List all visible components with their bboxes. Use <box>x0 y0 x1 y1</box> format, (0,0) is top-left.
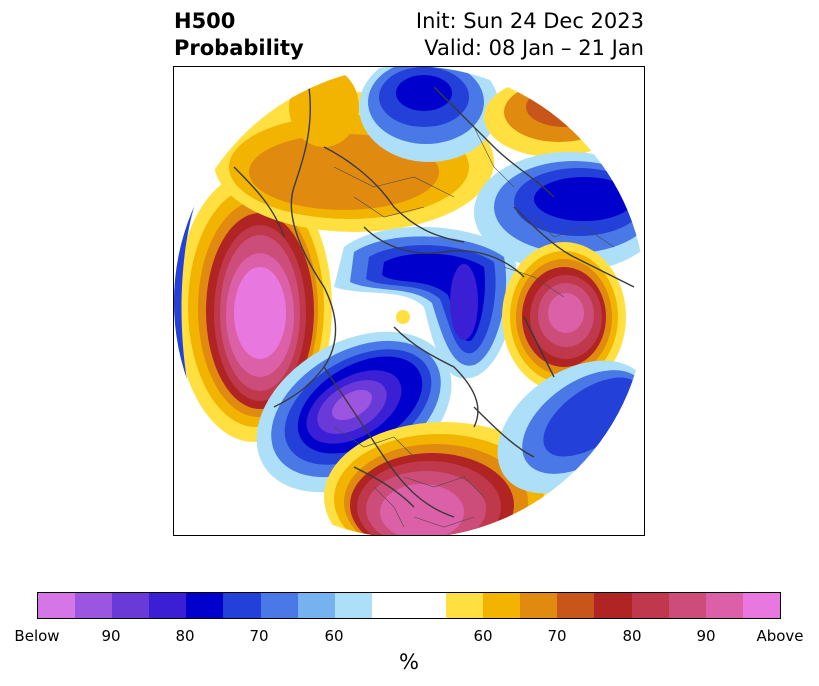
init-date: Init: Sun 24 Dec 2023 <box>415 9 644 33</box>
colorbar-swatch <box>297 593 335 618</box>
colorbar-tick-label: 90 <box>101 627 121 645</box>
map-title: H500 Probability <box>174 8 304 62</box>
colorbar-swatch <box>594 593 632 618</box>
title-line-variable: H500 <box>174 9 236 33</box>
colorbar-swatch <box>408 593 447 618</box>
colorbar-swatch <box>371 593 409 618</box>
coastlines <box>233 86 635 518</box>
anomaly-low-east <box>474 152 644 272</box>
colorbar-swatch <box>38 593 76 618</box>
colorbar-swatch <box>149 593 187 618</box>
colorbar-tick-label: 70 <box>249 627 269 645</box>
colorbar-swatch <box>557 593 595 618</box>
colorbar-swatch <box>520 593 558 618</box>
colorbar-swatch <box>186 593 224 618</box>
anomaly-small-high <box>396 310 410 324</box>
anomaly-high-northeast <box>484 77 624 157</box>
colorbar-swatch <box>446 593 484 618</box>
colorbar-tick-label: 80 <box>175 627 195 645</box>
colorbar-swatch <box>112 593 150 618</box>
valid-range: Valid: 08 Jan – 21 Jan <box>424 36 644 60</box>
anomaly-low-north <box>359 67 499 162</box>
probability-colorbar <box>37 592 781 619</box>
colorbar-unit: % <box>399 650 419 674</box>
colorbar-tick-label: 70 <box>547 627 567 645</box>
colorbar-swatch <box>631 593 669 618</box>
anomaly-map-svg <box>174 67 644 535</box>
colorbar-tick-label: Above <box>756 627 804 645</box>
colorbar-swatch <box>260 593 298 618</box>
colorbar-tick-label: 80 <box>622 627 642 645</box>
anomaly-high-europe <box>502 242 626 392</box>
polar-map <box>173 66 645 536</box>
colorbar-tick-label: Below <box>14 627 60 645</box>
colorbar-swatch <box>334 593 372 618</box>
colorbar-swatch <box>483 593 521 618</box>
map-dates: Init: Sun 24 Dec 2023 Valid: 08 Jan – 21… <box>416 8 644 62</box>
political-borders <box>333 126 615 528</box>
colorbar-tick-label: 60 <box>324 627 344 645</box>
colorbar-swatch <box>223 593 261 618</box>
colorbar-swatch <box>668 593 706 618</box>
anomaly-low-polar <box>334 226 517 379</box>
colorbar-tick-label: 90 <box>696 627 716 645</box>
colorbar-swatch <box>75 593 113 618</box>
colorbar-swatch <box>705 593 743 618</box>
colorbar-tick-label: 60 <box>473 627 493 645</box>
colorbar-swatch <box>742 593 780 618</box>
title-line-probability: Probability <box>174 36 304 60</box>
